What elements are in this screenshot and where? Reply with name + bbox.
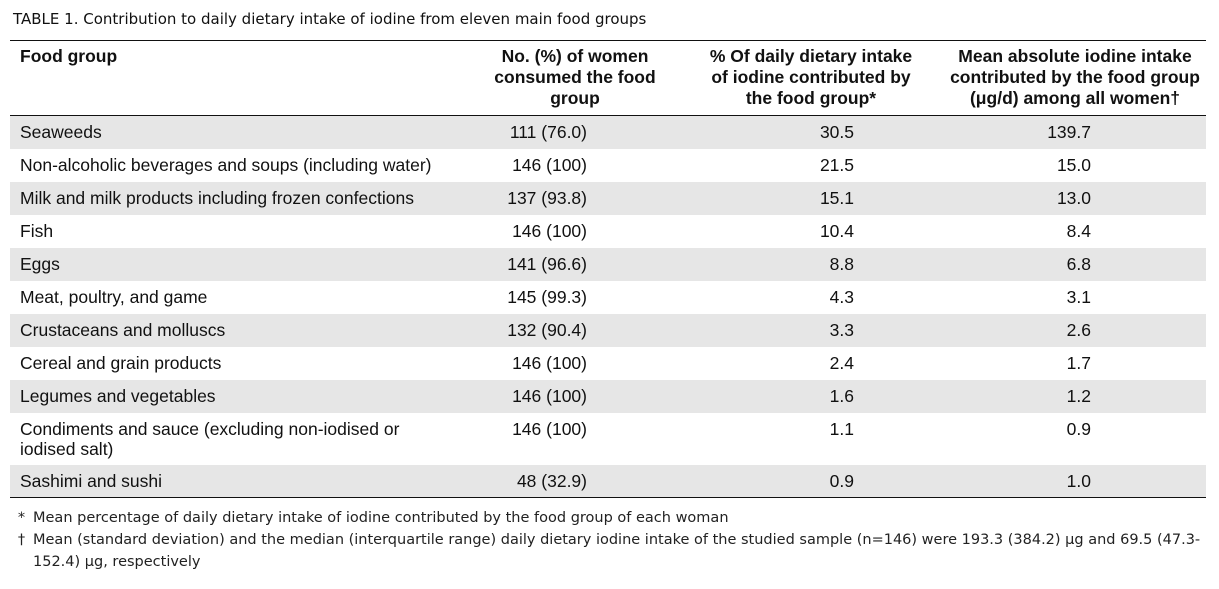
header-mean-absolute-intake: Mean absolute iodine intake contributed … <box>944 40 1206 116</box>
food-group-cell: Meat, poultry, and game <box>20 287 208 307</box>
percent-intake-cell: 2.4 <box>829 353 854 373</box>
table-row: Eggs 141 (96.6) 8.8 6.8 <box>10 247 1206 281</box>
women-consumed-cell: 132 (90.4) <box>472 313 678 347</box>
mean-intake-cell: 0.9 <box>1066 418 1091 439</box>
women-consumed-cell: 145 (99.3) <box>507 287 587 307</box>
percent-intake-cell: 4.3 <box>829 287 854 307</box>
footnote: † Mean (standard deviation) and the medi… <box>10 529 1210 573</box>
table-footnotes: * Mean percentage of daily dietary intak… <box>10 507 1210 573</box>
percent-intake-cell: 10.4 <box>819 221 854 241</box>
table-caption: TABLE 1. Contribution to daily dietary i… <box>13 10 646 28</box>
food-group-cell: Fish <box>20 221 54 241</box>
mean-intake-cell: 1.7 <box>1066 353 1091 373</box>
mean-intake-cell: 1.0 <box>944 464 1206 498</box>
mean-intake-cell: 3.1 <box>1066 287 1091 307</box>
table-header: Food group No. (%) of women consumed the… <box>10 40 1206 116</box>
food-group-cell: Sashimi and sushi <box>10 464 472 498</box>
mean-intake-cell: 139.7 <box>944 115 1206 149</box>
header-food-group: Food group <box>10 40 472 116</box>
footnote-text: Mean percentage of daily dietary intake … <box>33 510 729 526</box>
mean-intake-cell: 13.0 <box>944 181 1206 215</box>
percent-intake-cell: 8.8 <box>678 247 944 281</box>
food-group-cell: Legumes and vegetables <box>10 379 472 413</box>
women-consumed-cell: 146 (100) <box>512 418 587 439</box>
mean-intake-cell: 15.0 <box>1056 155 1091 175</box>
table-row: Sashimi and sushi 48 (32.9) 0.9 1.0 <box>10 464 1206 498</box>
header-women-consumed: No. (%) of women consumed the food group <box>472 40 678 116</box>
footnote: * Mean percentage of daily dietary intak… <box>10 507 1210 529</box>
food-group-cell: Seaweeds <box>10 115 472 149</box>
mean-intake-cell: 2.6 <box>944 313 1206 347</box>
women-consumed-cell: 146 (100) <box>512 353 587 373</box>
table-title: Contribution to daily dietary intake of … <box>83 10 647 28</box>
footnote-text: Mean (standard deviation) and the median… <box>33 532 1201 570</box>
table-row: Crustaceans and molluscs 132 (90.4) 3.3 … <box>10 313 1206 347</box>
percent-intake-cell: 0.9 <box>678 464 944 498</box>
percent-intake-cell: 15.1 <box>678 181 944 215</box>
mean-intake-cell: 6.8 <box>944 247 1206 281</box>
women-consumed-cell: 111 (76.0) <box>472 115 678 149</box>
table-row: Cereal and grain products 146 (100) 2.4 … <box>10 347 1206 380</box>
food-group-cell: Eggs <box>10 247 472 281</box>
women-consumed-cell: 141 (96.6) <box>472 247 678 281</box>
table-row: Legumes and vegetables 146 (100) 1.6 1.2 <box>10 379 1206 413</box>
food-group-cell: Non-alcoholic beverages and soups (inclu… <box>20 155 432 175</box>
header-row: Food group No. (%) of women consumed the… <box>10 40 1206 116</box>
percent-intake-cell: 1.6 <box>678 379 944 413</box>
women-consumed-cell: 146 (100) <box>512 155 587 175</box>
table-row: Milk and milk products including frozen … <box>10 181 1206 215</box>
iodine-contribution-table: Food group No. (%) of women consumed the… <box>10 40 1206 498</box>
percent-intake-cell: 21.5 <box>819 155 854 175</box>
table-row: Seaweeds 111 (76.0) 30.5 139.7 <box>10 115 1206 149</box>
percent-intake-cell: 30.5 <box>678 115 944 149</box>
table-body: Seaweeds 111 (76.0) 30.5 139.7 Non-alcoh… <box>10 115 1206 498</box>
women-consumed-cell: 146 (100) <box>512 221 587 241</box>
table-number: TABLE 1. <box>13 10 79 28</box>
footnote-symbol: * <box>17 510 26 526</box>
footnote-symbol: † <box>17 532 26 548</box>
table-row: Meat, poultry, and game 145 (99.3) 4.3 3… <box>10 281 1206 314</box>
food-group-cell: Crustaceans and molluscs <box>10 313 472 347</box>
percent-intake-cell: 3.3 <box>678 313 944 347</box>
women-consumed-cell: 48 (32.9) <box>472 464 678 498</box>
women-consumed-cell: 137 (93.8) <box>472 181 678 215</box>
table-row: Condiments and sauce (excluding non-iodi… <box>10 413 1206 465</box>
table-row: Non-alcoholic beverages and soups (inclu… <box>10 149 1206 182</box>
women-consumed-cell: 146 (100) <box>472 379 678 413</box>
food-group-cell: Milk and milk products including frozen … <box>10 181 472 215</box>
food-group-cell: Cereal and grain products <box>20 353 222 373</box>
mean-intake-cell: 1.2 <box>944 379 1206 413</box>
percent-intake-cell: 1.1 <box>829 418 854 439</box>
table-row: Fish 146 (100) 10.4 8.4 <box>10 215 1206 248</box>
mean-intake-cell: 8.4 <box>1066 221 1091 241</box>
food-group-cell: Condiments and sauce (excluding non-iodi… <box>20 418 400 459</box>
header-percent-intake: % Of daily dietary intake of iodine cont… <box>678 40 944 116</box>
